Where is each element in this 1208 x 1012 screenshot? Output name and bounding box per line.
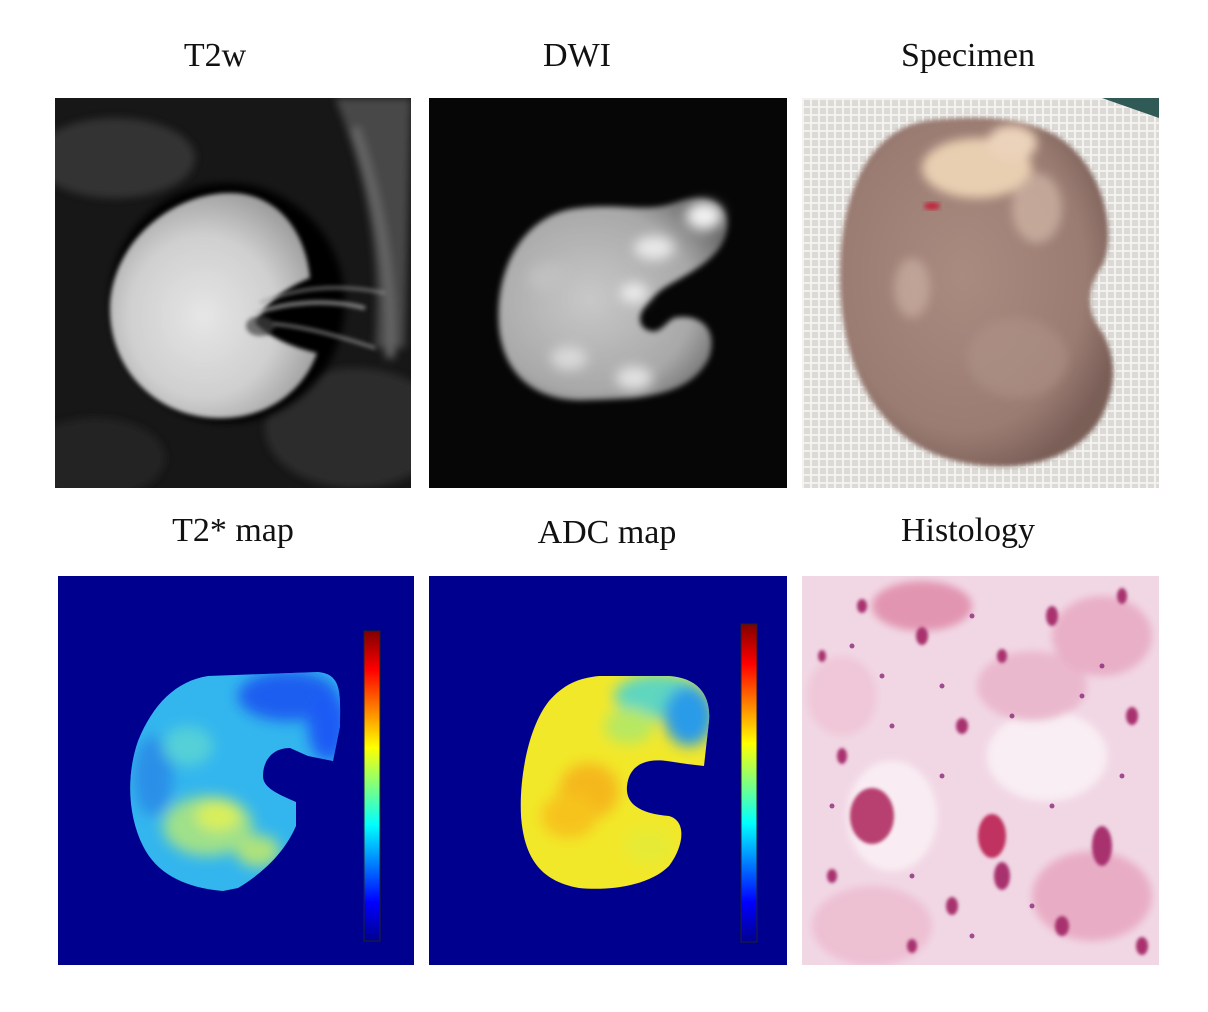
histology-image	[802, 576, 1159, 965]
specimen-photo	[802, 98, 1159, 488]
title-specimen: Specimen	[900, 37, 1036, 74]
title-adc-map: ADC map	[537, 514, 677, 551]
title-histology: Histology	[900, 512, 1036, 549]
adc-map-image	[429, 576, 787, 965]
title-dwi: DWI	[543, 37, 611, 74]
t2star-map-image	[58, 576, 414, 965]
t2w-image	[55, 98, 411, 488]
title-t2star-map: T2* map	[172, 512, 294, 549]
dwi-image	[429, 98, 787, 488]
title-t2w: T2w	[183, 37, 247, 74]
